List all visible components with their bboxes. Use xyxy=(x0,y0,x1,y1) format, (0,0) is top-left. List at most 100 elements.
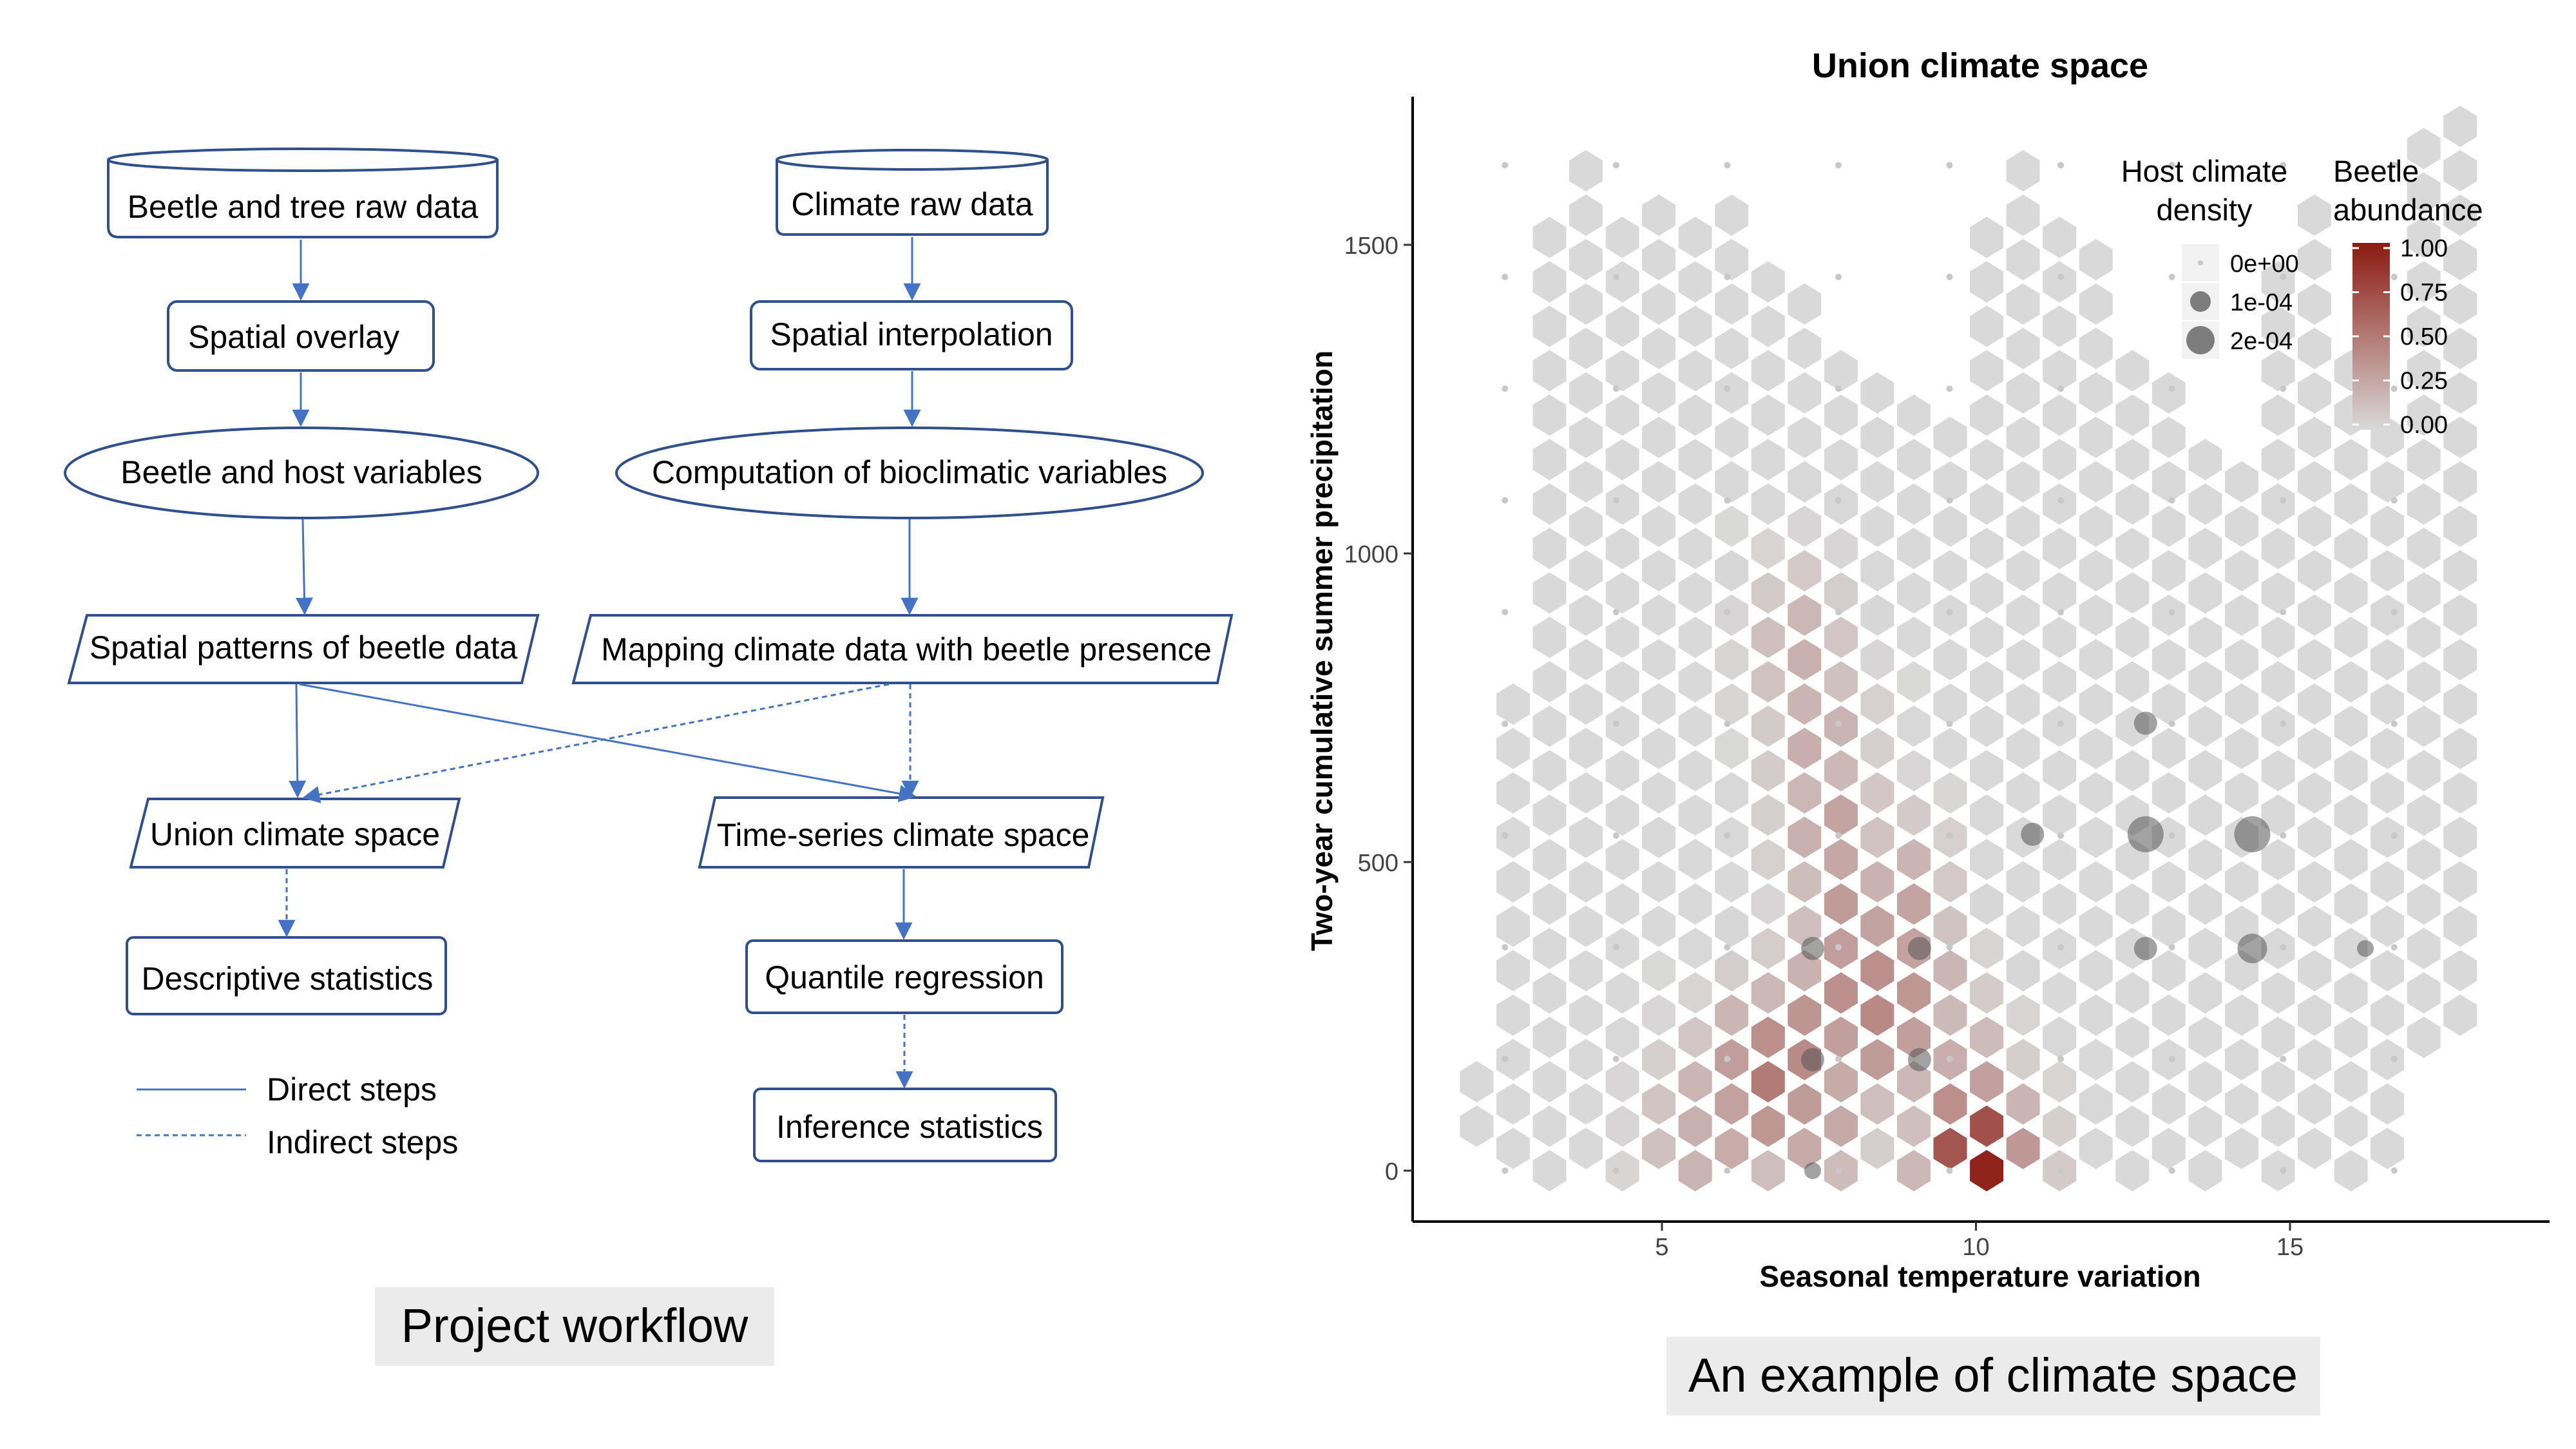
hex-cell xyxy=(1860,416,1894,458)
hex-cell xyxy=(1824,572,1858,614)
hex-cell xyxy=(2224,727,2258,769)
hex-cell xyxy=(2443,638,2477,680)
hex-cell xyxy=(2151,905,2186,947)
hex-cell xyxy=(2298,683,2331,725)
hex-cell xyxy=(1496,861,1530,903)
hex-cell xyxy=(2261,350,2295,392)
hex-cell xyxy=(2151,861,2186,903)
hex-cell xyxy=(2298,283,2331,325)
hex-cell xyxy=(2261,1149,2295,1192)
hex-cell xyxy=(2188,1149,2222,1192)
hex-cell xyxy=(2224,505,2258,547)
hex-cell xyxy=(2079,1039,2113,1080)
hex-cell xyxy=(1569,327,1603,369)
x-tick-label: 10 xyxy=(1962,1234,1989,1261)
hex-cell xyxy=(2334,794,2368,836)
hex-cell xyxy=(2006,149,2040,192)
hex-cell xyxy=(1532,1149,1567,1192)
hex-cell xyxy=(1933,772,1967,814)
hex-cell xyxy=(1642,1039,1676,1080)
workflow-arrows-indirect xyxy=(278,683,919,1089)
hex-cell xyxy=(1642,772,1676,814)
hex-cell xyxy=(2151,594,2186,636)
size-legend-title: density xyxy=(2157,193,2253,227)
hex-cell xyxy=(1860,683,1894,725)
hex-cell xyxy=(2298,550,2331,591)
hex-cell xyxy=(2079,861,2113,903)
hex-cell xyxy=(1751,617,1785,658)
hex-cell xyxy=(2115,1017,2150,1059)
hex-cell xyxy=(2151,994,2186,1036)
hex-cell xyxy=(2443,416,2477,458)
host-point-zero xyxy=(1502,162,1509,169)
hex-cell xyxy=(1751,661,1785,703)
hex-cell xyxy=(2443,505,2477,547)
hex-cell xyxy=(1788,327,1822,369)
hex-cell xyxy=(2043,483,2077,525)
hex-cell xyxy=(1678,1149,1712,1192)
hex-cell xyxy=(2115,572,2150,614)
host-point-zero xyxy=(2390,609,2398,615)
hex-cell xyxy=(2006,505,2040,547)
hex-cell xyxy=(2188,1105,2222,1147)
hex-cell xyxy=(1933,416,1967,458)
host-point-zero xyxy=(2280,609,2287,615)
hex-cell xyxy=(1824,439,1858,481)
hex-cell xyxy=(2079,416,2113,458)
host-point-zero xyxy=(2168,497,2175,504)
hex-cell xyxy=(2079,505,2113,547)
host-point xyxy=(1804,1162,1821,1179)
hex-cell xyxy=(2151,950,2186,992)
size-legend-title: Host climate xyxy=(2121,154,2288,188)
hex-cell xyxy=(1642,594,1676,636)
hex-cell xyxy=(1751,261,1785,303)
host-point-zero xyxy=(1835,1055,1842,1062)
host-point-zero xyxy=(1946,385,1953,392)
hex-cell xyxy=(2043,572,2077,614)
hex-cell xyxy=(1788,861,1822,903)
hex-cell xyxy=(2079,238,2113,281)
hex-cell xyxy=(1605,972,1639,1014)
hex-cell xyxy=(1788,416,1822,458)
hex-cell xyxy=(1788,1128,1822,1169)
hex-cell xyxy=(2334,839,2368,881)
hex-cell xyxy=(2043,528,2077,570)
y-tick-label: 500 xyxy=(1358,850,1398,877)
hex-cell xyxy=(2188,705,2222,747)
hex-cell xyxy=(1605,750,1639,792)
host-point-zero xyxy=(1502,1055,1509,1062)
host-point-zero xyxy=(2390,1055,2398,1062)
host-point-zero xyxy=(2057,385,2065,392)
hex-cell xyxy=(2334,528,2368,570)
hex-cell xyxy=(1678,794,1712,836)
hex-cell xyxy=(2261,439,2295,481)
node-descriptive-statistics: Descriptive statistics xyxy=(126,936,447,1015)
hex-cell xyxy=(1897,1017,1931,1059)
host-point-zero xyxy=(2390,832,2398,839)
hex-cell xyxy=(2371,1083,2405,1125)
host-point-zero xyxy=(1502,1167,1509,1174)
hex-cell xyxy=(2006,683,2040,725)
host-point-zero xyxy=(1946,832,1953,839)
hex-cell xyxy=(2371,905,2405,947)
hex-cell xyxy=(1460,1060,1494,1103)
hex-cell xyxy=(1788,638,1822,680)
hex-cell xyxy=(1715,594,1749,636)
hex-cell xyxy=(1897,794,1931,836)
hex-cell xyxy=(2334,661,2368,703)
node-beetle-tree-raw-data: Beetle and tree raw data xyxy=(107,148,499,238)
hex-cell xyxy=(1532,705,1567,747)
host-point-zero xyxy=(1612,273,1619,280)
hex-cell xyxy=(1715,772,1749,814)
hex-cell xyxy=(1569,816,1603,858)
host-point-zero xyxy=(1612,1167,1619,1174)
host-point xyxy=(1907,937,1931,961)
host-point-zero xyxy=(1612,944,1619,951)
hex-cell xyxy=(1860,772,1894,814)
hex-cell xyxy=(2334,750,2368,792)
hex-cell xyxy=(2079,283,2113,325)
host-point-zero xyxy=(1835,497,1842,504)
hex-cell xyxy=(1860,505,1894,547)
hex-cell xyxy=(2443,149,2477,192)
hex-cell xyxy=(1569,861,1603,903)
